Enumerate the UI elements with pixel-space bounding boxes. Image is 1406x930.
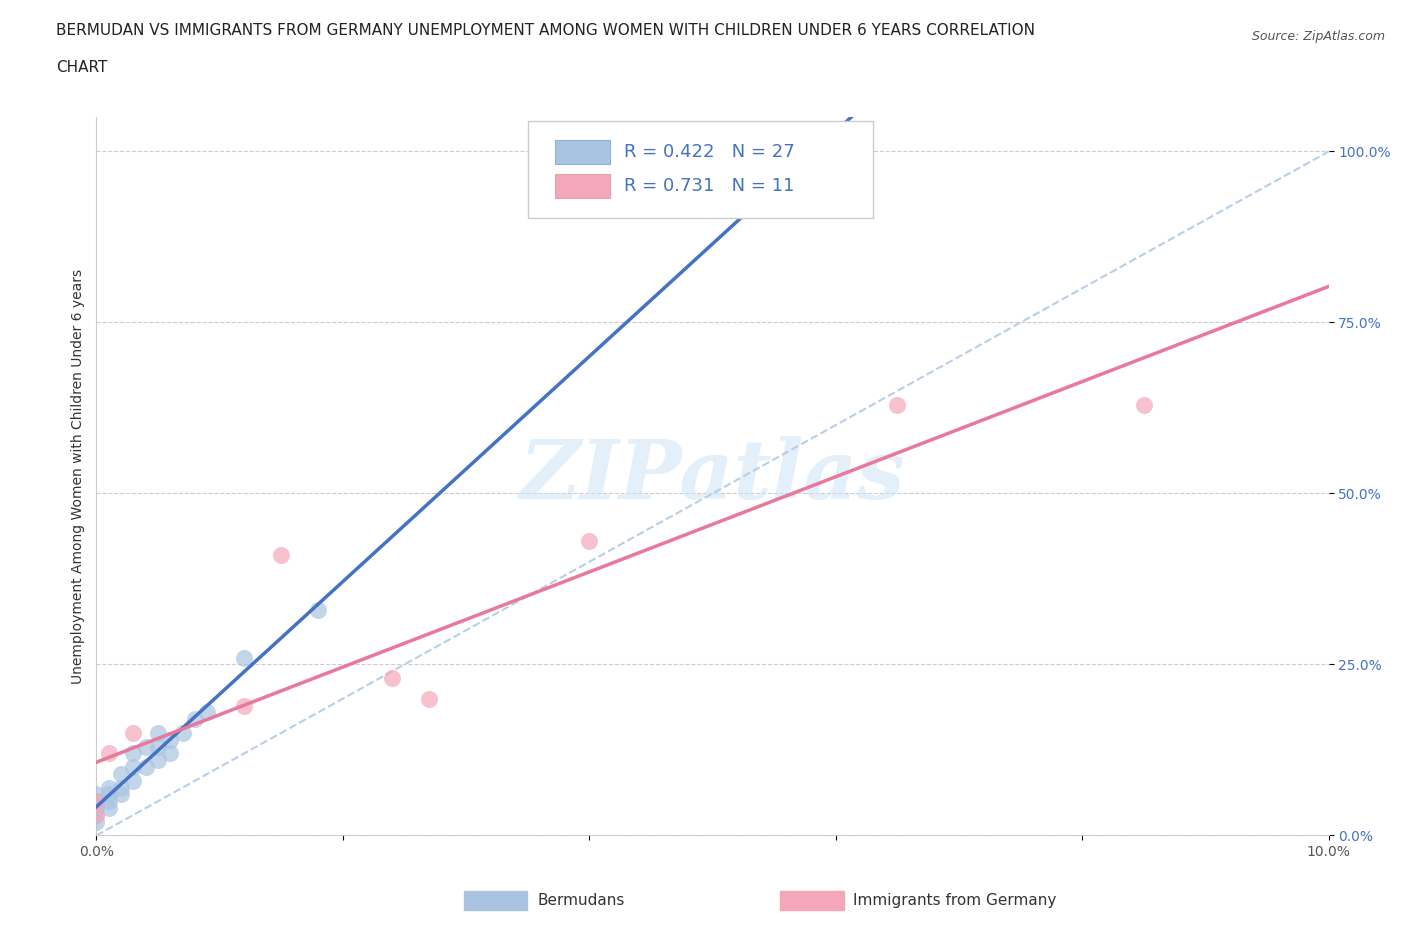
Point (97, 780, 120, 795)
Point (97, 746, 120, 761)
Text: Immigrants from Germany: Immigrants from Germany (853, 893, 1057, 908)
Point (86, 794, 108, 809)
Point (233, 698, 256, 713)
Point (418, 691, 440, 706)
Point (270, 548, 292, 563)
Point (97, 801, 120, 816)
Point (146, 725, 169, 740)
Text: R = 0.422   N = 27: R = 0.422 N = 27 (624, 143, 794, 161)
Point (146, 752, 169, 767)
Point (1133, 397, 1156, 412)
Point (122, 760, 145, 775)
Point (886, 397, 908, 412)
Point (172, 725, 194, 740)
Text: Source: ZipAtlas.com: Source: ZipAtlas.com (1251, 30, 1385, 43)
Point (233, 650, 256, 665)
Point (578, 534, 600, 549)
FancyBboxPatch shape (555, 174, 610, 198)
Point (86, 815, 108, 830)
Point (110, 787, 132, 802)
Point (135, 760, 157, 775)
Point (110, 766, 132, 781)
Point (122, 746, 145, 761)
Point (97, 787, 120, 802)
Text: R = 0.731   N = 11: R = 0.731 N = 11 (624, 178, 794, 195)
Text: BERMUDAN VS IMMIGRANTS FROM GERMANY UNEMPLOYMENT AMONG WOMEN WITH CHILDREN UNDER: BERMUDAN VS IMMIGRANTS FROM GERMANY UNEM… (56, 23, 1035, 38)
Y-axis label: Unemployment Among Women with Children Under 6 years: Unemployment Among Women with Children U… (72, 269, 86, 684)
Point (307, 603, 329, 618)
Point (146, 739, 169, 754)
Point (122, 725, 145, 740)
FancyBboxPatch shape (555, 140, 610, 164)
Point (86, 807, 108, 822)
Point (86, 801, 108, 816)
Point (159, 732, 181, 747)
Point (86, 794, 108, 809)
Point (159, 746, 181, 761)
Point (184, 711, 207, 726)
Text: Bermudans: Bermudans (537, 893, 624, 908)
Point (122, 774, 145, 789)
Text: ZIPatlas: ZIPatlas (520, 436, 905, 516)
Point (86, 787, 108, 802)
Text: CHART: CHART (56, 60, 108, 75)
Point (110, 780, 132, 795)
FancyBboxPatch shape (527, 121, 873, 218)
Point (97, 794, 120, 809)
Point (195, 705, 218, 720)
Point (135, 739, 157, 754)
Point (86, 807, 108, 822)
Point (381, 671, 404, 685)
